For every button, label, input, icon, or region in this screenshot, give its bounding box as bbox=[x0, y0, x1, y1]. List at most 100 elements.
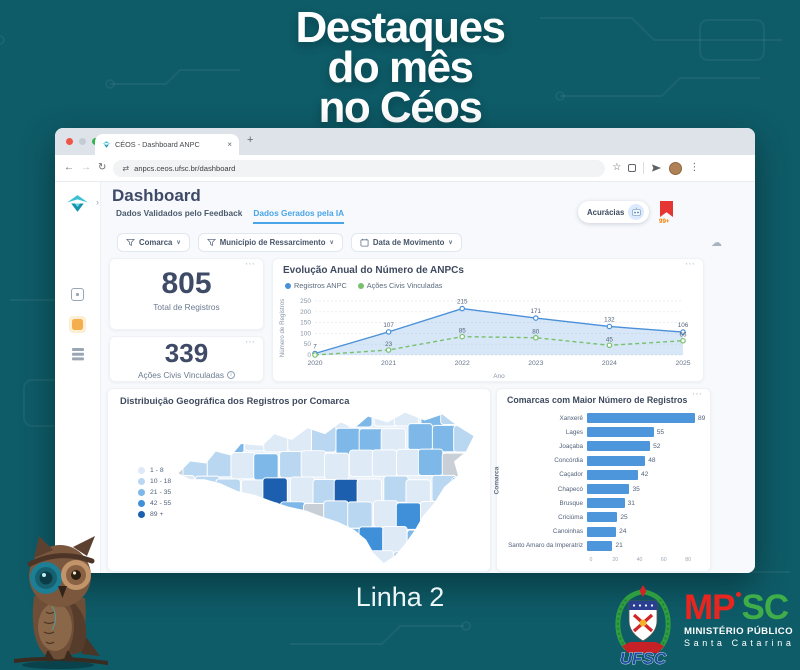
back-icon[interactable]: ← bbox=[64, 162, 74, 173]
svg-text:2020: 2020 bbox=[307, 360, 322, 367]
bar[interactable] bbox=[587, 441, 651, 452]
ceos-logo-icon[interactable] bbox=[66, 193, 89, 214]
mpsc-line1: MINISTÉRIO PÚBLICO bbox=[684, 626, 794, 637]
forward-icon[interactable]: → bbox=[81, 162, 91, 173]
extensions-icon[interactable] bbox=[628, 164, 637, 172]
sidebar-item-dashboard[interactable] bbox=[71, 288, 84, 301]
filter-data-de-movimento[interactable]: Data de Movimento ∨ bbox=[350, 233, 462, 252]
kpi-value: 339 bbox=[164, 338, 209, 368]
sidebar-item-reports[interactable] bbox=[69, 316, 86, 333]
axis-tick: 80 bbox=[685, 557, 691, 563]
bar[interactable] bbox=[587, 512, 618, 523]
mpsc-logo: MP SC MINISTÉRIO PÚBLICO Santa Catarina bbox=[684, 590, 796, 648]
svg-text:2024: 2024 bbox=[602, 360, 617, 367]
bar[interactable] bbox=[587, 455, 646, 466]
filter-comarca[interactable]: Comarca ∨ bbox=[117, 233, 190, 252]
bar-row: Caçador 42 bbox=[507, 468, 706, 482]
svg-text:50: 50 bbox=[304, 341, 312, 348]
bar[interactable] bbox=[587, 540, 613, 551]
bar-row: Criciúma 25 bbox=[507, 510, 706, 524]
bar[interactable] bbox=[587, 498, 625, 509]
bar-label: Joaçaba bbox=[559, 442, 583, 450]
mpsc-mp-text: MP bbox=[684, 588, 735, 627]
kpi-label: Ações Civis Vinculadas i bbox=[110, 370, 263, 380]
map-legend-item: 21 - 35 bbox=[138, 489, 171, 496]
sc-map[interactable] bbox=[170, 401, 488, 567]
cloud-sync-icon[interactable]: ☁ bbox=[711, 237, 722, 249]
browser-url-bar: ← → ↻ ⇄ anpcs.ceos.ufsc.br/dashboard ☆ ⋮ bbox=[55, 155, 755, 182]
sidebar-expand-icon[interactable]: › bbox=[96, 197, 99, 207]
tab-feedback-data[interactable]: Dados Validados pelo Feedback bbox=[116, 208, 243, 218]
svg-text:250: 250 bbox=[300, 298, 311, 305]
line-chart-legend: Registros ANPC Ações Civis Vinculadas bbox=[285, 281, 442, 290]
axis-tick: 60 bbox=[660, 557, 667, 563]
filter-icon bbox=[206, 238, 216, 247]
close-window-button[interactable] bbox=[66, 138, 73, 145]
notifications-bookmark-icon[interactable] bbox=[660, 201, 673, 217]
caption: Linha 2 bbox=[355, 582, 445, 612]
browser-tab-strip: CÉOS - Dashboard ANPC × + bbox=[55, 128, 755, 155]
bookmark-star-icon[interactable]: ☆ bbox=[612, 162, 622, 173]
map-legend-item: 1 - 8 bbox=[138, 467, 171, 474]
bar[interactable] bbox=[587, 526, 617, 537]
kpi-value: 805 bbox=[161, 267, 212, 300]
browser-tab[interactable]: CÉOS - Dashboard ANPC × bbox=[95, 134, 239, 155]
bar[interactable] bbox=[587, 427, 654, 438]
bar-label: Xanxerê bbox=[559, 414, 583, 422]
refresh-icon[interactable]: ↻ bbox=[98, 162, 107, 173]
chevron-down-icon: ∨ bbox=[176, 240, 181, 246]
svg-text:2023: 2023 bbox=[528, 360, 543, 367]
reports-icon bbox=[72, 319, 83, 330]
browser-menu-icon[interactable]: ⋮ bbox=[689, 162, 700, 173]
accuracy-label: Acurácias bbox=[587, 207, 625, 217]
bar[interactable] bbox=[587, 413, 695, 424]
bar-row: Concórdia 48 bbox=[507, 454, 706, 468]
site-settings-icon[interactable]: ⇄ bbox=[122, 163, 130, 173]
card-menu-icon[interactable]: ⋯ bbox=[245, 259, 256, 270]
legend-dot bbox=[138, 467, 145, 474]
tab-ai-data[interactable]: Dados Gerados pela IA bbox=[253, 208, 345, 224]
legend-item[interactable]: Ações Civis Vinculadas bbox=[357, 281, 442, 290]
promo-title-line1: Destaques bbox=[295, 3, 506, 52]
svg-text:107: 107 bbox=[383, 322, 394, 329]
card-menu-icon[interactable]: ⋯ bbox=[685, 259, 696, 270]
app-sidebar: › bbox=[55, 182, 101, 573]
map-card: Distribuição Geográfica dos Registros po… bbox=[107, 388, 491, 572]
accuracy-button[interactable]: Acurácias bbox=[578, 201, 650, 223]
bar-row: Santo Amaro da Imperatriz 21 bbox=[507, 539, 706, 553]
share-icon[interactable] bbox=[651, 163, 662, 173]
browser-window: CÉOS - Dashboard ANPC × + ← → ↻ ⇄ anpcs.… bbox=[55, 128, 755, 573]
card-menu-icon[interactable]: ⋯ bbox=[692, 389, 703, 400]
legend-item[interactable]: Registros ANPC bbox=[285, 281, 347, 290]
filter-munic-pio-de-ressarcimento[interactable]: Município de Ressarcimento ∨ bbox=[197, 233, 343, 252]
new-tab-button[interactable]: + bbox=[247, 134, 254, 146]
address-bar[interactable]: ⇄ anpcs.ceos.ufsc.br/dashboard bbox=[113, 159, 606, 177]
legend-dot bbox=[138, 489, 145, 496]
mpsc-line2: Santa Catarina bbox=[684, 638, 795, 648]
svg-text:Número de Registros: Número de Registros bbox=[279, 299, 286, 357]
sidebar-item-data[interactable] bbox=[71, 348, 84, 361]
legend-dot bbox=[138, 500, 145, 507]
svg-text:200: 200 bbox=[300, 309, 311, 316]
profile-avatar[interactable] bbox=[669, 161, 683, 175]
filter-icon bbox=[126, 238, 135, 247]
chevron-down-icon: ∨ bbox=[329, 240, 334, 246]
svg-text:215: 215 bbox=[457, 299, 468, 306]
owl-illustration bbox=[14, 536, 108, 669]
bar[interactable] bbox=[587, 484, 630, 495]
tab-close-icon[interactable]: × bbox=[227, 140, 232, 149]
bar[interactable] bbox=[587, 469, 638, 480]
bar-value: 21 bbox=[615, 542, 623, 550]
chevron-down-icon: ∨ bbox=[448, 240, 453, 246]
svg-text:171: 171 bbox=[531, 308, 542, 315]
minimize-window-button[interactable] bbox=[79, 138, 86, 145]
dashboard-tabs: Dados Validados pelo Feedback Dados Gerad… bbox=[116, 208, 345, 224]
bar-row: Xanxerê 89 bbox=[507, 411, 706, 425]
info-icon[interactable]: i bbox=[227, 371, 236, 379]
bar-row: Joaçaba 52 bbox=[507, 439, 706, 453]
robot-avatar-icon bbox=[628, 204, 645, 220]
bar-value: 55 bbox=[656, 428, 665, 436]
legend-dot bbox=[285, 282, 291, 289]
card-menu-icon[interactable]: ⋯ bbox=[245, 337, 256, 348]
svg-text:80: 80 bbox=[532, 329, 540, 336]
